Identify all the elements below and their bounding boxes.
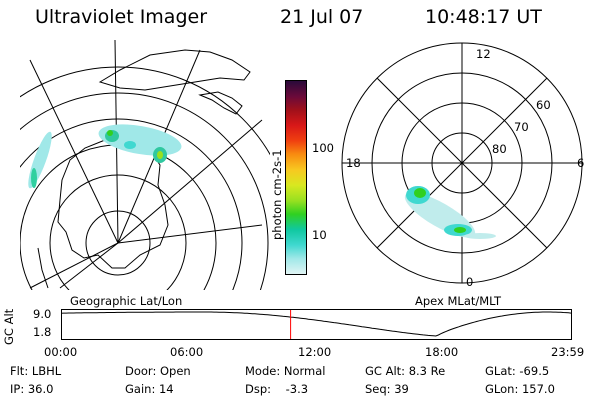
aurora-emission	[464, 233, 496, 239]
colorbar-tick-100: 100	[312, 141, 334, 155]
altitude-curve	[61, 311, 572, 337]
mlt-label-18: 18	[346, 156, 361, 170]
instrument-title: Ultraviolet Imager	[35, 6, 208, 28]
time-label: 10:48:17 UT	[425, 6, 542, 28]
apex-panel-label: Apex MLat/MLT	[415, 294, 502, 308]
gc-alt-info: GC Alt: 8.3 Re	[365, 364, 446, 378]
dsp-info: Dsp: -3.3	[245, 382, 309, 396]
australia-coastline	[98, 49, 251, 91]
geo-meridian	[117, 224, 263, 244]
aurora-emission	[28, 131, 52, 189]
glon-info: GLon: 157.0	[485, 382, 555, 396]
geographic-panel-label: Geographic Lat/Lon	[70, 294, 183, 308]
mlat-label-60: 60	[536, 98, 551, 112]
time-tick-1800: 18:00	[425, 345, 459, 359]
alt-tick-min: 1.8	[33, 325, 52, 339]
time-tick-0000: 00:00	[44, 345, 78, 359]
time-tick-1200: 12:00	[298, 345, 332, 359]
geo-meridian	[29, 59, 119, 244]
gain-info: Gain: 14	[125, 382, 174, 396]
mlt-label-0: 0	[466, 275, 474, 289]
colorbar	[285, 80, 307, 275]
geo-lat-circle	[49, 174, 187, 290]
gc-alt-axis-label: GC Alt	[2, 308, 16, 345]
aurora-emission	[107, 130, 113, 136]
door-info: Door: Open	[125, 364, 191, 378]
aurora-emission	[414, 188, 426, 198]
time-tick-2359: 23:59	[551, 345, 585, 359]
geo-lat-circle	[20, 92, 269, 290]
apex-mlt-line	[376, 77, 548, 249]
alt-tick-max: 9.0	[33, 307, 52, 321]
aurora-emission	[31, 168, 37, 188]
aurora-emission	[454, 227, 466, 233]
glat-info: GLat: -69.5	[485, 364, 550, 378]
aurora-emission	[157, 151, 163, 159]
date-label: 21 Jul 07	[280, 6, 364, 28]
new-zealand-coastline	[198, 91, 243, 115]
mlt-label-12: 12	[476, 47, 491, 61]
geo-lat-circle	[20, 66, 270, 156]
south-america-coastline	[37, 247, 49, 289]
mlat-label-80: 80	[492, 142, 507, 156]
mlt-label-6: 6	[577, 156, 585, 170]
colorbar-tick-10: 10	[312, 228, 327, 242]
ip-info: IP: 36.0	[10, 382, 54, 396]
altitude-plot	[61, 309, 572, 340]
mlat-label-70: 70	[514, 120, 529, 134]
geo-meridian	[117, 119, 263, 244]
geo-meridian	[59, 242, 119, 289]
mode-info: Mode: Normal	[245, 364, 326, 378]
geo-lat-circle	[20, 118, 243, 290]
altitude-plot-frame	[61, 309, 572, 340]
filter-info: Flt: LBHL	[10, 364, 62, 378]
aurora-emission	[124, 141, 136, 149]
time-tick-0600: 06:00	[170, 345, 204, 359]
seq-info: Seq: 39	[365, 382, 409, 396]
geo-meridian	[29, 242, 119, 289]
colorbar-unit-label: photon cm-2s-1	[270, 149, 284, 240]
